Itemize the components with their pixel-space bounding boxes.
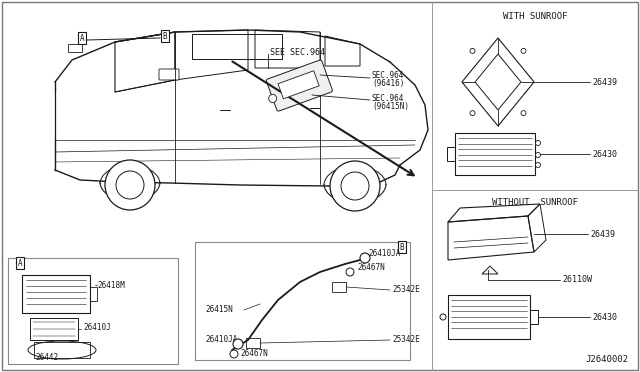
Circle shape xyxy=(521,48,526,54)
Text: 25342E: 25342E xyxy=(392,285,420,295)
Bar xyxy=(332,282,346,292)
Circle shape xyxy=(269,94,276,102)
Circle shape xyxy=(346,268,354,276)
Text: SEE SEC.964: SEE SEC.964 xyxy=(270,48,325,57)
Text: 26430: 26430 xyxy=(592,150,617,158)
Text: 26430: 26430 xyxy=(592,312,617,321)
Text: SEC.964: SEC.964 xyxy=(372,93,404,103)
Text: WITHOUT  SUNROOF: WITHOUT SUNROOF xyxy=(492,198,578,207)
Bar xyxy=(195,242,410,360)
Circle shape xyxy=(536,153,541,157)
Text: A: A xyxy=(80,33,84,42)
Bar xyxy=(90,287,97,301)
Bar xyxy=(448,295,530,339)
Text: 25342E: 25342E xyxy=(392,336,420,344)
Text: WITH SUNROOF: WITH SUNROOF xyxy=(503,12,567,21)
Circle shape xyxy=(341,172,369,200)
Circle shape xyxy=(360,253,370,263)
Text: J2640002: J2640002 xyxy=(585,355,628,364)
Circle shape xyxy=(521,110,526,116)
Text: 26410JA: 26410JA xyxy=(205,336,237,344)
Bar xyxy=(455,133,535,175)
Text: 26442: 26442 xyxy=(35,353,59,362)
Text: 26410J: 26410J xyxy=(83,324,111,333)
Circle shape xyxy=(330,161,380,211)
Bar xyxy=(22,275,90,313)
Text: 26467N: 26467N xyxy=(357,263,385,273)
Circle shape xyxy=(116,171,144,199)
Circle shape xyxy=(536,141,541,145)
Bar xyxy=(278,71,319,99)
Circle shape xyxy=(440,314,446,320)
Circle shape xyxy=(105,160,155,210)
FancyBboxPatch shape xyxy=(266,60,332,111)
Text: 26439: 26439 xyxy=(590,230,615,238)
Text: 26110W: 26110W xyxy=(562,276,592,285)
Bar xyxy=(30,318,78,340)
Text: 26439: 26439 xyxy=(592,77,617,87)
Text: 26410JA: 26410JA xyxy=(368,250,401,259)
Text: 26415N: 26415N xyxy=(205,305,233,314)
Text: B: B xyxy=(400,243,404,251)
Bar xyxy=(34,342,90,358)
FancyBboxPatch shape xyxy=(159,69,179,80)
Text: (96416): (96416) xyxy=(372,78,404,87)
Text: B: B xyxy=(163,32,167,41)
Circle shape xyxy=(230,350,238,358)
Bar xyxy=(447,147,455,161)
Text: SEC.964: SEC.964 xyxy=(372,71,404,80)
Bar xyxy=(68,44,82,52)
Text: 26418M: 26418M xyxy=(97,280,125,289)
Bar xyxy=(246,338,260,348)
Circle shape xyxy=(233,339,243,349)
Text: 26467N: 26467N xyxy=(240,350,268,359)
Circle shape xyxy=(470,110,475,116)
Bar xyxy=(192,34,282,59)
Circle shape xyxy=(536,163,541,167)
Text: (96415N): (96415N) xyxy=(372,102,409,110)
Text: A: A xyxy=(18,259,22,267)
Bar xyxy=(530,310,538,324)
Circle shape xyxy=(470,48,475,54)
Bar xyxy=(8,258,178,364)
